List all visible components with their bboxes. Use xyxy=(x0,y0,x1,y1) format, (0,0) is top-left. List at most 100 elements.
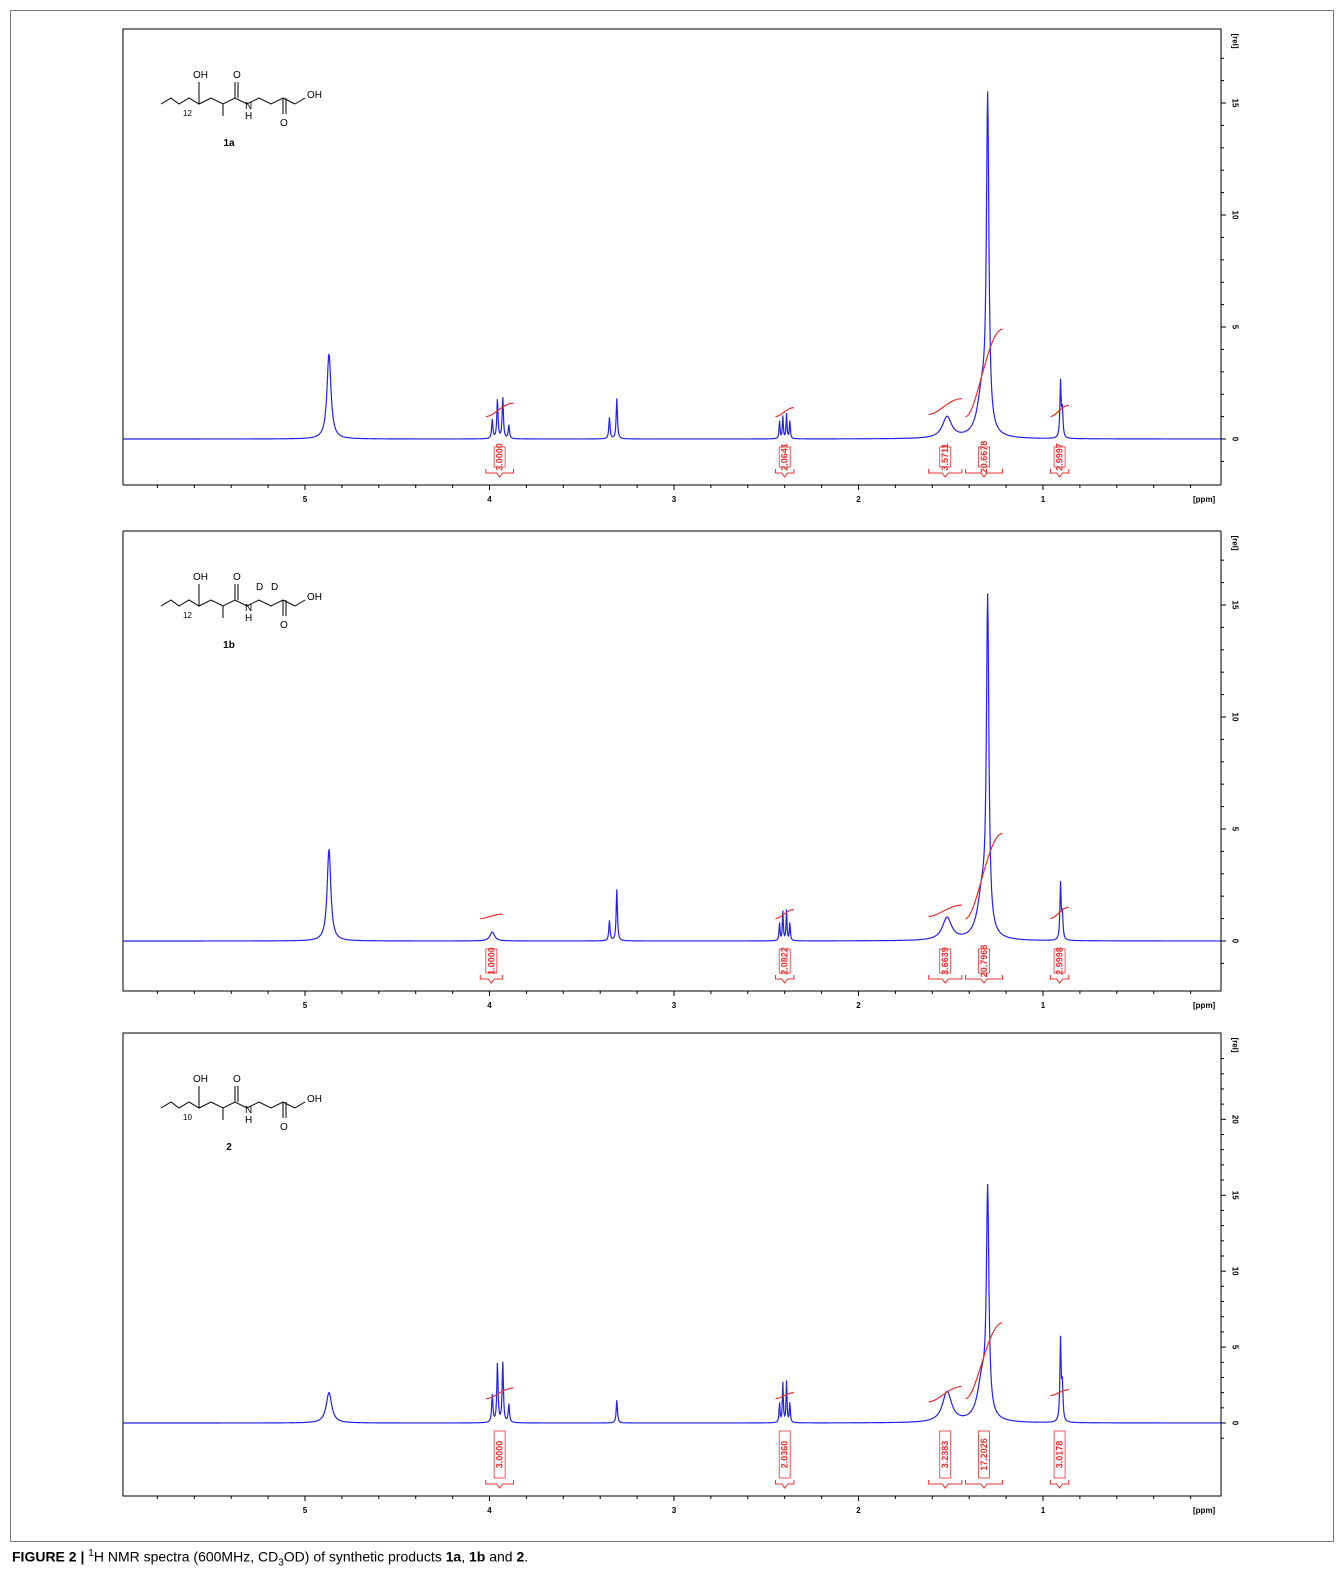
integral-bracket xyxy=(485,469,514,478)
integral-bracket xyxy=(479,975,503,984)
structure-acid-oxygen-label: O xyxy=(280,118,288,129)
structure-acid-oh-label: OH xyxy=(307,1094,322,1105)
integral-bracket xyxy=(774,1480,795,1489)
structure-hydrogen-label: H xyxy=(245,1115,252,1126)
structure-deuterium-label-1: D xyxy=(256,582,263,593)
integral-label-box xyxy=(978,1430,990,1479)
caption-separator-2: and xyxy=(489,1548,513,1565)
caption-text-1: H NMR spectra (600MHz, CD xyxy=(93,1548,279,1565)
integral-bracket xyxy=(928,1480,963,1489)
x-tick-label: 3 xyxy=(672,1506,677,1515)
integral-curve xyxy=(485,402,514,418)
x-tick-label: 1 xyxy=(1041,1506,1046,1515)
x-tick-label: 3 xyxy=(672,1001,677,1010)
integral-value-label: 1.0000 xyxy=(486,947,496,975)
y-tick-label: 5 xyxy=(1231,325,1240,330)
integral-bracket xyxy=(774,469,795,478)
figure-caption: FIGURE 2 | 1H NMR spectra (600MHz, CD3OD… xyxy=(12,1548,528,1568)
integral-value-label: 3.0000 xyxy=(495,1441,505,1469)
integral-label-box xyxy=(939,446,952,468)
integral-bracket xyxy=(965,1480,1003,1489)
integral-value-label: 2.0360 xyxy=(780,1441,790,1469)
x-tick-label: 2 xyxy=(856,1506,861,1515)
x-tick-label: 2 xyxy=(856,495,861,504)
x-tick-label: 3 xyxy=(672,495,677,504)
structure-nitrogen-label: N xyxy=(245,101,252,112)
integral-label-box xyxy=(978,446,990,468)
spectrum-panel-1b: 1.0000 2.0822 3.6639 20.7968 2.9998 5 4 3 2 1 [ppm… xyxy=(122,530,1240,1010)
caption-end: . xyxy=(524,1548,529,1565)
integral-value-label: 2.0822 xyxy=(780,947,790,975)
structure-bond xyxy=(282,98,287,114)
spectrum-line xyxy=(123,91,1221,440)
integral-curve xyxy=(480,913,503,920)
x-tick-label: 1 xyxy=(1041,1001,1046,1010)
structure-bond xyxy=(160,599,296,607)
structure-oxygen-label: O xyxy=(233,572,241,583)
y-tick-label: 10 xyxy=(1231,713,1240,722)
y-tick-label: 15 xyxy=(1231,99,1240,108)
integral-value-label: 2.0641 xyxy=(780,443,790,471)
y-tick-label: 10 xyxy=(1231,211,1240,220)
integral-value-label: 20.6678 xyxy=(979,441,989,474)
structure-bond xyxy=(282,600,287,616)
structure-hydrogen-label: H xyxy=(245,613,252,624)
structure-bond xyxy=(294,1101,306,1109)
structure-bond xyxy=(160,97,296,105)
x-tick-label: 2 xyxy=(856,1001,861,1010)
y-axis-label: [rel] xyxy=(1231,33,1240,48)
y-tick-label: 5 xyxy=(1231,1345,1240,1350)
integral-curve xyxy=(965,1322,1003,1400)
integral-bracket xyxy=(965,469,1003,478)
structure-nitrogen-label: N xyxy=(245,1105,252,1116)
integral-curve xyxy=(965,832,1003,920)
y-tick-label: 0 xyxy=(1231,939,1240,944)
structure-hydrogen-label: H xyxy=(245,111,252,122)
integral-label-box xyxy=(485,948,498,974)
x-tick-label: 5 xyxy=(303,495,308,504)
structure-bond xyxy=(282,1102,287,1118)
integral-curve xyxy=(1050,404,1069,418)
x-axis-label: [ppm] xyxy=(1193,495,1216,504)
x-axis-label: [ppm] xyxy=(1193,1506,1216,1515)
x-tick-label: 4 xyxy=(487,1506,492,1515)
x-axis-label: [ppm] xyxy=(1193,1001,1216,1010)
structure-bond xyxy=(160,1101,296,1109)
x-tick-label: 5 xyxy=(303,1001,308,1010)
integral-curve xyxy=(775,407,794,418)
structure-hydroxyl-label: OH xyxy=(193,572,208,583)
structure-acid-oh-label: OH xyxy=(307,592,322,603)
integral-bracket xyxy=(928,975,963,984)
spectrum-line xyxy=(123,1184,1221,1424)
structure-bond xyxy=(234,82,239,98)
integral-bracket xyxy=(928,469,963,478)
chemical-structure: OH O 10 NH O OH 2 xyxy=(160,1074,322,1153)
structure-acid-oh-label: OH xyxy=(307,90,322,101)
spectrum-panel-2: 3.0000 2.0360 3.2383 17.2026 3.0178 5 4 3 2 1 [ppm… xyxy=(122,1032,1240,1515)
integral-curve xyxy=(1050,906,1069,920)
integral-curve xyxy=(965,328,1003,418)
structure-chain-count: 12 xyxy=(183,109,192,118)
structure-bond xyxy=(294,599,306,607)
x-tick-label: 1 xyxy=(1041,495,1046,504)
structure-oxygen-label: O xyxy=(233,1074,241,1085)
integral-label-box xyxy=(493,446,506,468)
integral-bracket xyxy=(1049,469,1070,478)
integral-value-label: 3.0178 xyxy=(1055,1441,1065,1469)
plot-frame xyxy=(122,1032,1222,1497)
caption-text-2: OD) of synthetic products xyxy=(283,1548,442,1565)
y-tick-label: 5 xyxy=(1231,827,1240,832)
caption-separator-1: , xyxy=(461,1548,466,1565)
structure-deuterium-label-2: D xyxy=(271,582,278,593)
spectrum-line xyxy=(123,593,1221,942)
integral-curve xyxy=(1050,1389,1069,1397)
integral-value-label: 2.9997 xyxy=(1055,443,1065,471)
nmr-spectra-figure: 3.0000 2.0641 3.5711 20.6678 2.9997 5 4 3 2 1 [ppm… xyxy=(122,28,1240,1515)
caption-compound-1a: 1a xyxy=(445,1548,462,1565)
structure-nitrogen-label: N xyxy=(245,603,252,614)
integral-curve xyxy=(928,904,962,917)
integral-label-box xyxy=(939,948,952,974)
integral-value-label: 3.6639 xyxy=(940,947,950,975)
y-tick-label: 10 xyxy=(1231,1267,1240,1276)
plot-frame xyxy=(122,28,1222,486)
